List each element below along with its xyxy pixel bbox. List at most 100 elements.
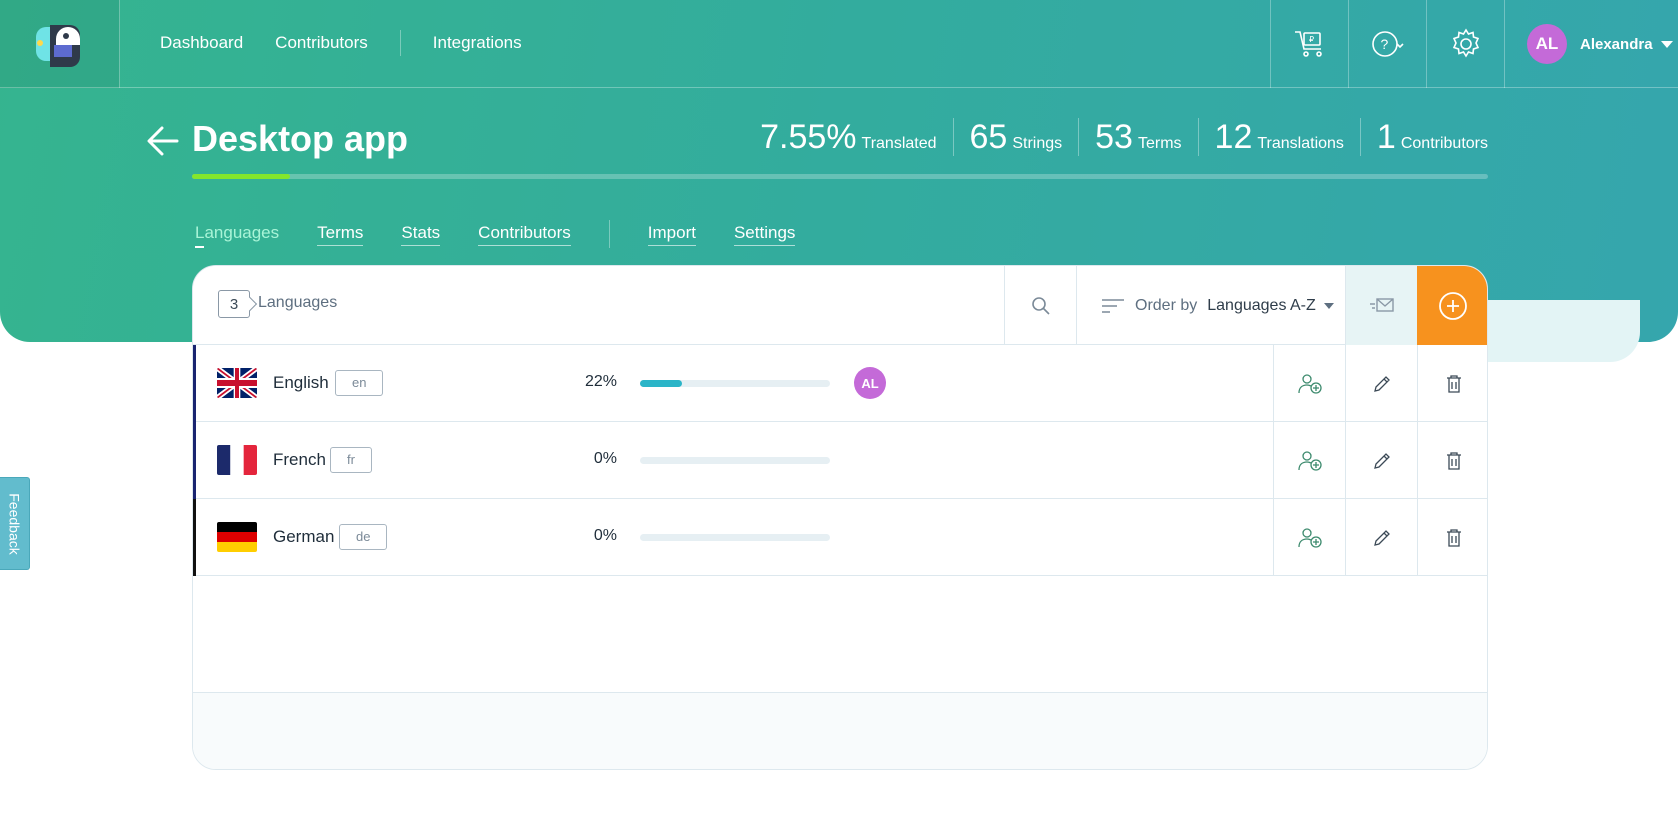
stat-terms: 53 Terms	[1078, 118, 1197, 156]
page-title: Desktop app	[192, 118, 409, 159]
add-contributor-button[interactable]	[1273, 422, 1345, 499]
nav-integrations[interactable]: Integrations	[432, 33, 522, 52]
user-add-icon	[1297, 450, 1322, 471]
stat-label: Translations	[1257, 135, 1344, 152]
top-bar: Dashboard Contributors Integrations ₽ ?	[0, 0, 1678, 88]
language-name: English	[273, 373, 329, 392]
chevron-down-icon	[1323, 302, 1334, 309]
tab-terms[interactable]: Terms	[317, 223, 364, 246]
stat-value: 53	[1095, 118, 1133, 156]
stat-label: Translated	[861, 135, 937, 152]
gear-icon	[1452, 28, 1479, 58]
user-menu[interactable]: AL Alexandra	[1504, 0, 1678, 88]
language-count-label: Languages	[258, 294, 338, 311]
trash-icon	[1446, 451, 1461, 470]
language-name: French	[273, 450, 326, 469]
user-add-icon	[1297, 373, 1322, 394]
row-marker	[193, 345, 196, 422]
plus-circle-icon	[1439, 291, 1467, 320]
pencil-icon	[1373, 452, 1390, 469]
edit-button[interactable]	[1345, 499, 1417, 576]
envelope-send-icon	[1369, 297, 1394, 312]
cart-icon: ₽	[1294, 31, 1322, 57]
avatar: AL	[1527, 24, 1567, 64]
order-by-value: Languages A-Z	[1207, 296, 1316, 314]
languages-card: 3 Languages Order by Languages A-Z	[192, 265, 1488, 770]
edit-button[interactable]	[1345, 345, 1417, 422]
stat-value: 7.55%	[760, 118, 857, 156]
nav-contributors[interactable]: Contributors	[275, 33, 368, 52]
flag-germany-icon	[217, 522, 257, 552]
add-contributor-button[interactable]	[1273, 499, 1345, 576]
top-icon-group: ₽ ?	[1270, 0, 1504, 88]
language-code-badge: de	[339, 524, 388, 550]
tab-settings[interactable]: Settings	[733, 223, 796, 246]
trash-icon	[1446, 374, 1461, 393]
progress-bar	[640, 534, 830, 541]
stat-strings: 65 Strings	[952, 118, 1079, 156]
settings-button[interactable]	[1426, 0, 1504, 88]
nav-divider	[399, 30, 401, 56]
flag-france-icon	[217, 445, 257, 475]
pencil-icon	[1373, 529, 1390, 546]
search-icon	[1031, 296, 1050, 315]
language-code-badge: fr	[330, 447, 372, 473]
progress-percent: 0%	[593, 450, 617, 467]
project-tabs: Languages Terms Stats Contributors Impor…	[195, 220, 833, 248]
send-invite-button[interactable]	[1345, 266, 1417, 345]
project-stats: 7.55% Translated 65 Strings 53 Terms 12 …	[744, 118, 1488, 156]
tab-divider	[608, 220, 610, 248]
language-count: 3	[218, 290, 250, 318]
tab-languages[interactable]: Languages	[195, 223, 279, 248]
svg-text:?: ?	[1380, 36, 1388, 52]
user-name: Alexandra	[1580, 35, 1653, 53]
languages-toolbar: 3 Languages Order by Languages A-Z	[193, 266, 1487, 345]
flag-uk-icon	[217, 368, 257, 398]
project-progress-bar	[192, 174, 1488, 179]
app-logo[interactable]	[0, 0, 120, 88]
delete-button[interactable]	[1417, 499, 1487, 576]
progress-percent: 22%	[584, 373, 617, 390]
cart-button[interactable]: ₽	[1270, 0, 1348, 88]
progress-bar	[640, 457, 830, 464]
stat-value: 65	[969, 118, 1008, 156]
chevron-down-icon	[1660, 40, 1673, 48]
help-icon: ?	[1371, 31, 1404, 57]
edit-button[interactable]	[1345, 422, 1417, 499]
delete-button[interactable]	[1417, 345, 1487, 422]
add-language-button[interactable]	[1417, 266, 1487, 345]
table-row[interactable]: French fr 0%	[193, 422, 1487, 499]
stat-contributors: 1 Contributors	[1359, 118, 1488, 156]
back-button[interactable]	[146, 124, 180, 163]
tab-contributors[interactable]: Contributors	[478, 223, 571, 246]
trash-icon	[1446, 528, 1461, 547]
row-marker	[193, 422, 196, 499]
feedback-label: Feedback	[6, 492, 23, 555]
svg-text:₽: ₽	[1309, 35, 1314, 44]
parrot-logo-icon	[35, 25, 80, 67]
tab-import[interactable]: Import	[647, 223, 696, 246]
stat-label: Strings	[1012, 135, 1063, 152]
pencil-icon	[1373, 375, 1390, 392]
order-by-dropdown[interactable]: Order by Languages A-Z	[1077, 266, 1345, 345]
delete-button[interactable]	[1417, 422, 1487, 499]
progress-bar	[640, 380, 830, 387]
search-button[interactable]	[1004, 266, 1077, 345]
row-marker	[193, 499, 196, 576]
stat-translated: 7.55% Translated	[744, 118, 952, 156]
arrow-left-icon	[147, 126, 179, 156]
table-row[interactable]: English en 22% AL	[193, 345, 1487, 422]
nav-dashboard[interactable]: Dashboard	[160, 33, 244, 52]
help-button[interactable]: ?	[1348, 0, 1426, 88]
stat-value: 12	[1214, 118, 1253, 156]
contributor-avatar[interactable]: AL	[854, 367, 886, 399]
sort-icon	[1102, 298, 1124, 313]
tab-stats[interactable]: Stats	[401, 223, 441, 246]
feedback-tab[interactable]: Feedback	[0, 477, 30, 570]
stat-label: Contributors	[1400, 135, 1488, 152]
add-contributor-button[interactable]	[1273, 345, 1345, 422]
stat-label: Terms	[1137, 135, 1182, 152]
language-name: German	[273, 527, 335, 546]
progress-fill	[640, 380, 682, 387]
table-row[interactable]: German de 0%	[193, 499, 1487, 576]
